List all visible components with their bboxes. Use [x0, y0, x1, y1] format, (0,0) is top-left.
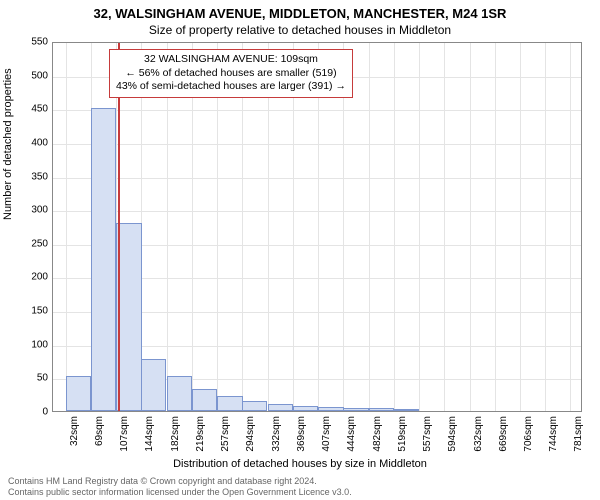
annotation-line2: ← 56% of detached houses are smaller (51…: [116, 67, 346, 81]
gridline-x: [343, 43, 344, 411]
xtick-label: 407sqm: [321, 416, 332, 452]
ytick-label: 450: [31, 104, 48, 115]
y-axis-label: Number of detached properties: [2, 68, 14, 220]
histogram-bar: [242, 401, 267, 411]
gridline-x: [217, 43, 218, 411]
x-axis-label: Distribution of detached houses by size …: [0, 458, 600, 470]
ytick-label: 500: [31, 70, 48, 81]
plot-area: 32 WALSINGHAM AVENUE: 109sqm← 56% of det…: [52, 42, 582, 412]
xtick-label: 632sqm: [473, 416, 484, 452]
gridline-y: [53, 144, 581, 145]
reference-line: [118, 43, 120, 411]
histogram-bar: [318, 407, 343, 411]
xtick-label: 182sqm: [170, 416, 181, 452]
histogram-bar: [217, 396, 242, 411]
histogram-bar: [192, 389, 217, 411]
xtick-label: 332sqm: [271, 416, 282, 452]
histogram-bar: [116, 223, 141, 411]
gridline-x: [192, 43, 193, 411]
xtick-label: 219sqm: [195, 416, 206, 452]
gridline-x: [570, 43, 571, 411]
gridline-y: [53, 178, 581, 179]
ytick-label: 0: [42, 407, 48, 418]
xtick-label: 744sqm: [548, 416, 559, 452]
xtick-label: 781sqm: [573, 416, 584, 452]
xtick-label: 369sqm: [296, 416, 307, 452]
gridline-x: [470, 43, 471, 411]
histogram-bar: [141, 359, 166, 411]
footer-line1: Contains HM Land Registry data © Crown c…: [8, 476, 592, 487]
ytick-label: 300: [31, 205, 48, 216]
ytick-label: 100: [31, 339, 48, 350]
gridline-y: [53, 211, 581, 212]
histogram-bar: [91, 108, 116, 411]
gridline-x: [419, 43, 420, 411]
ytick-label: 550: [31, 37, 48, 48]
gridline-x: [369, 43, 370, 411]
gridline-x: [242, 43, 243, 411]
chart-title-line2: Size of property relative to detached ho…: [0, 21, 600, 37]
gridline-x: [520, 43, 521, 411]
gridline-x: [293, 43, 294, 411]
footer-line2: Contains public sector information licen…: [8, 487, 592, 498]
ytick-label: 200: [31, 272, 48, 283]
ytick-label: 50: [37, 373, 48, 384]
xtick-label: 706sqm: [523, 416, 534, 452]
xtick-label: 519sqm: [397, 416, 408, 452]
histogram-bar: [66, 376, 91, 411]
histogram-bar: [369, 408, 394, 411]
gridline-x: [495, 43, 496, 411]
gridline-x: [394, 43, 395, 411]
xtick-label: 294sqm: [245, 416, 256, 452]
gridline-x: [444, 43, 445, 411]
ytick-label: 150: [31, 306, 48, 317]
xtick-label: 144sqm: [144, 416, 155, 452]
xtick-label: 69sqm: [94, 416, 105, 446]
gridline-x: [318, 43, 319, 411]
gridline-x: [268, 43, 269, 411]
xtick-label: 107sqm: [119, 416, 130, 452]
annotation-line1: 32 WALSINGHAM AVENUE: 109sqm: [116, 53, 346, 67]
ytick-label: 250: [31, 238, 48, 249]
xtick-label: 482sqm: [372, 416, 383, 452]
xtick-label: 257sqm: [220, 416, 231, 452]
xtick-label: 444sqm: [346, 416, 357, 452]
gridline-y: [53, 110, 581, 111]
ytick-label: 400: [31, 137, 48, 148]
histogram-bar: [167, 376, 192, 411]
histogram-bar: [343, 408, 368, 411]
histogram-bar: [394, 409, 419, 411]
histogram-bar: [268, 404, 293, 411]
xtick-label: 594sqm: [447, 416, 458, 452]
chart-container: 32, WALSINGHAM AVENUE, MIDDLETON, MANCHE…: [0, 0, 600, 500]
chart-title-line1: 32, WALSINGHAM AVENUE, MIDDLETON, MANCHE…: [0, 0, 600, 21]
annotation-box: 32 WALSINGHAM AVENUE: 109sqm← 56% of det…: [109, 49, 353, 98]
xtick-label: 669sqm: [498, 416, 509, 452]
annotation-line3: 43% of semi-detached houses are larger (…: [116, 80, 346, 94]
gridline-x: [167, 43, 168, 411]
ytick-label: 350: [31, 171, 48, 182]
xtick-label: 32sqm: [69, 416, 80, 446]
gridline-x: [545, 43, 546, 411]
footer-attribution: Contains HM Land Registry data © Crown c…: [8, 476, 592, 498]
histogram-bar: [293, 406, 318, 411]
xtick-label: 557sqm: [422, 416, 433, 452]
gridline-x: [66, 43, 67, 411]
